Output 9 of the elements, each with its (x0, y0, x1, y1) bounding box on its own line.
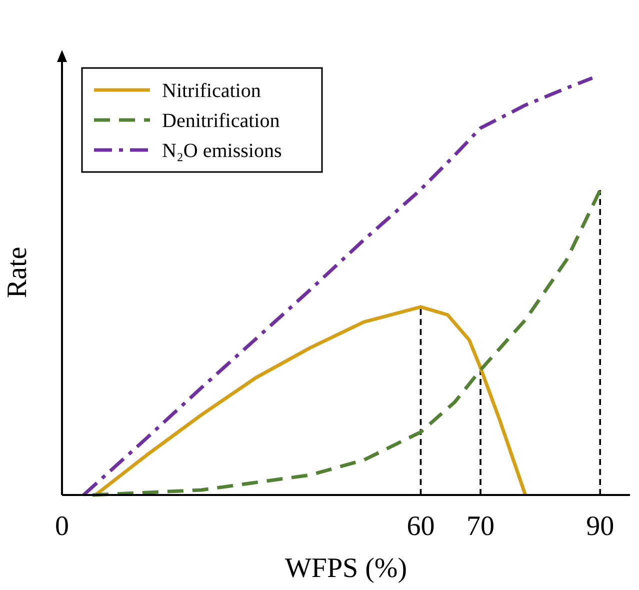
x-tick-label: 60 (406, 511, 435, 542)
x-tick-label: 90 (586, 511, 614, 542)
y-axis-title: Rate (2, 246, 33, 298)
x-tick-label: 70 (466, 511, 495, 542)
legend-label: Denitrification (162, 110, 280, 132)
x-axis-title: WFPS (%) (284, 553, 408, 584)
x-tick-label: 0 (55, 511, 69, 542)
legend-label: N₂O emissions (162, 140, 282, 162)
legend-label: Nitrification (162, 80, 261, 102)
